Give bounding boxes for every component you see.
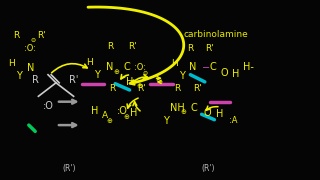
- Text: :A: :A: [229, 116, 237, 125]
- Text: R': R': [205, 44, 213, 53]
- Text: R': R': [69, 75, 78, 85]
- Text: O: O: [203, 107, 211, 118]
- Text: Y: Y: [94, 70, 100, 80]
- Text: C: C: [210, 62, 216, 73]
- Text: R: R: [13, 31, 19, 40]
- Text: carbinolamine: carbinolamine: [184, 30, 249, 39]
- Text: R: R: [174, 84, 181, 93]
- Text: A: A: [102, 111, 108, 120]
- Text: O: O: [221, 68, 228, 78]
- Text: Y: Y: [16, 71, 22, 81]
- Text: Y: Y: [163, 116, 169, 126]
- Text: ⊕: ⊕: [106, 118, 112, 124]
- Text: R: R: [32, 75, 39, 85]
- Text: C: C: [123, 62, 130, 73]
- Text: H: H: [216, 109, 223, 119]
- Text: N: N: [189, 62, 196, 73]
- Text: (R'): (R'): [62, 164, 76, 173]
- Text: :O: :O: [43, 101, 54, 111]
- Text: ⊕: ⊕: [114, 69, 119, 75]
- Text: H: H: [86, 58, 93, 67]
- Text: R: R: [107, 42, 114, 51]
- Text: H-: H-: [243, 62, 254, 73]
- Text: R': R': [194, 84, 202, 93]
- Text: Y: Y: [179, 71, 185, 81]
- Text: :O:: :O:: [134, 63, 147, 72]
- Text: N: N: [106, 62, 113, 73]
- Text: C: C: [190, 103, 197, 113]
- Text: ⊕: ⊕: [136, 83, 142, 89]
- Text: R': R': [138, 84, 146, 93]
- Text: H: H: [126, 77, 134, 87]
- Text: (R'): (R'): [202, 164, 215, 173]
- Text: ⊖: ⊖: [142, 71, 148, 76]
- Text: H: H: [91, 106, 99, 116]
- Text: H: H: [8, 58, 15, 68]
- Text: :O: :O: [117, 106, 128, 116]
- Text: ⊕: ⊕: [181, 109, 187, 116]
- Text: N: N: [27, 63, 35, 73]
- Text: ⊖: ⊖: [30, 38, 36, 43]
- Text: H: H: [232, 69, 239, 79]
- Text: H: H: [171, 58, 178, 68]
- Text: R: R: [109, 84, 115, 93]
- Text: :O:: :O:: [24, 44, 36, 53]
- Text: R: R: [187, 44, 194, 53]
- Text: R': R': [37, 31, 45, 40]
- Text: H: H: [130, 108, 137, 118]
- Text: R': R': [128, 42, 137, 51]
- Text: NH: NH: [170, 103, 184, 113]
- Text: ⊕: ⊕: [123, 114, 129, 120]
- Text: −: −: [202, 62, 210, 73]
